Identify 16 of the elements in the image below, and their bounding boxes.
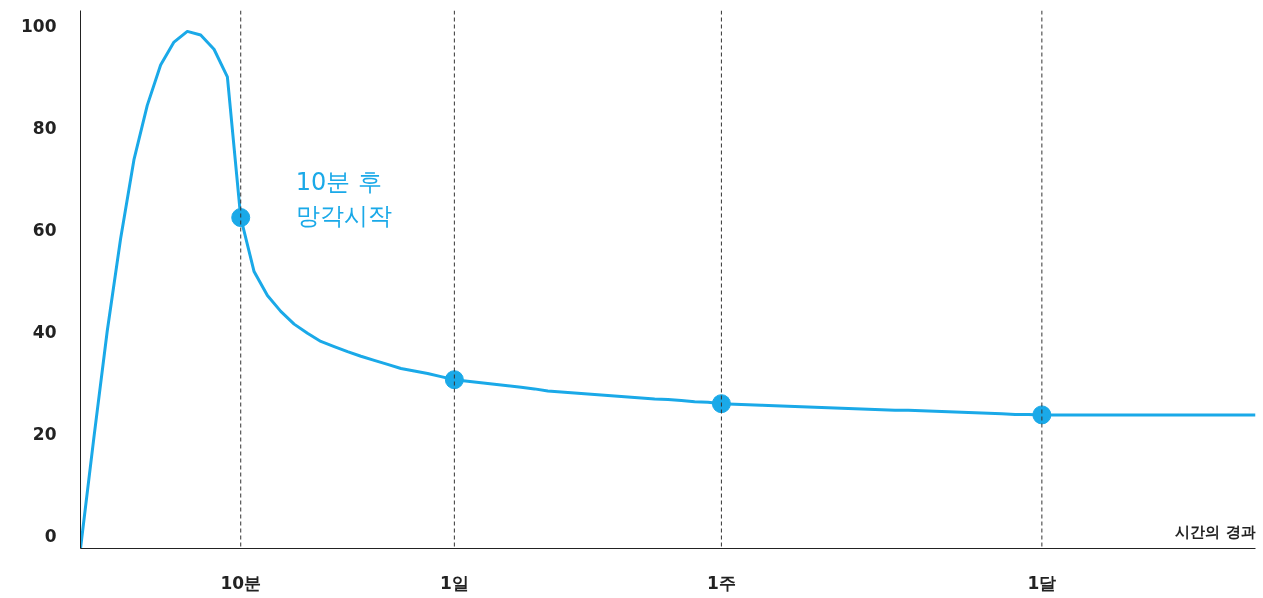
y-tick-label: 0	[44, 526, 57, 547]
annotation: 10분 후 망각시작	[295, 167, 392, 230]
y-tick-label: 100	[21, 16, 57, 37]
x-tick-label: 1달	[1027, 572, 1057, 593]
x-tick-label: 10분	[220, 572, 262, 593]
x-tick-label: 1일	[439, 572, 469, 593]
y-tick-label: 20	[32, 424, 57, 445]
point	[231, 208, 251, 228]
y-tick-label: 60	[32, 220, 57, 241]
y-tick-label: 40	[32, 322, 57, 343]
point	[444, 370, 464, 390]
y-tick-label: 80	[32, 118, 57, 139]
point	[1032, 405, 1052, 425]
point	[711, 394, 731, 414]
x-axis-title: 시간의 경과	[1175, 522, 1256, 541]
x-tick-label: 1주	[706, 572, 736, 593]
